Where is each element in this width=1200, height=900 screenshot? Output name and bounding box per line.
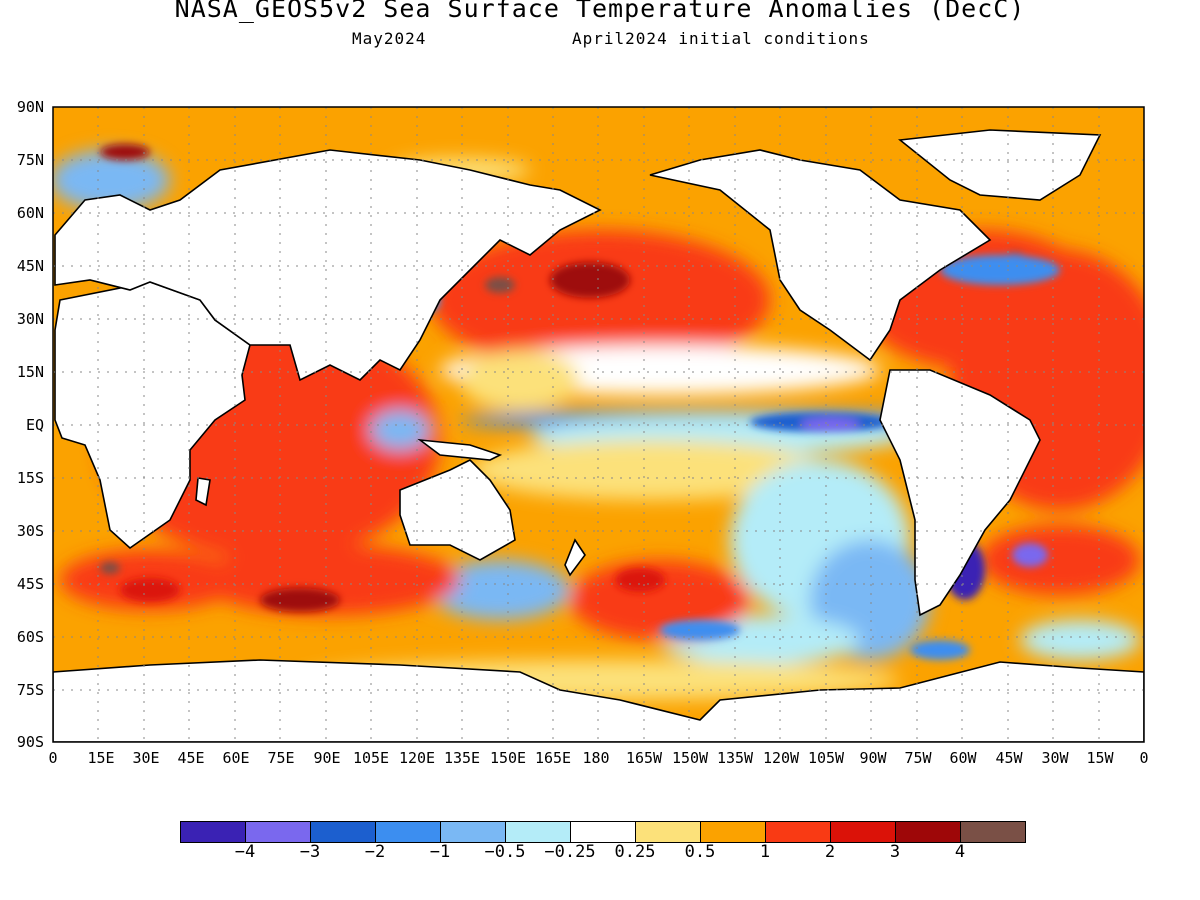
lon-label-0: 0	[48, 749, 58, 767]
colorbar-label: −2	[364, 842, 386, 862]
colorbar-label: −1	[429, 842, 451, 862]
lat-label-60s: 60S	[16, 628, 44, 646]
lon-label-180: 180	[582, 749, 610, 767]
plot-frame	[52, 106, 1145, 743]
forecast-month: May2024	[352, 29, 427, 48]
lon-label-150w: 150W	[671, 749, 709, 767]
lon-label-135w: 135W	[716, 749, 754, 767]
greenland	[897, 129, 1102, 201]
lon-label-105w: 105W	[807, 749, 845, 767]
initial-conditions-label: April2024 initial conditions	[572, 29, 870, 48]
colorbar-swatch	[700, 821, 766, 843]
lon-label-105e: 105E	[352, 749, 390, 767]
lon-label-15e: 15E	[87, 749, 115, 767]
colorbar-swatch	[310, 821, 376, 843]
lon-label-150e: 150E	[489, 749, 527, 767]
lon-label-60w: 60W	[949, 749, 977, 767]
colorbar-swatch	[440, 821, 506, 843]
lon-label-45w: 45W	[995, 749, 1023, 767]
colorbar-label: −4	[234, 842, 256, 862]
anomaly-broad-field	[53, 150, 1144, 700]
colorbar-label: −0.25	[544, 842, 596, 862]
colorbar-label: 2	[824, 842, 836, 862]
colorbar-label: 0.25	[614, 842, 656, 862]
lon-label-120e: 120E	[398, 749, 436, 767]
lon-label-15w: 15W	[1086, 749, 1114, 767]
south-america	[879, 369, 1041, 617]
lon-label-75e: 75E	[267, 749, 295, 767]
lat-label-15s: 15S	[16, 469, 44, 487]
lat-label-45s: 45S	[16, 575, 44, 593]
lat-label-75n: 75N	[16, 151, 44, 169]
colorbar-swatch	[570, 821, 636, 843]
lat-label-30n: 30N	[16, 310, 44, 328]
colorbar-swatch	[765, 821, 831, 843]
lon-label-45e: 45E	[177, 749, 205, 767]
colorbar-swatch	[895, 821, 961, 843]
colorbar-swatch	[375, 821, 441, 843]
colorbar-swatch	[635, 821, 701, 843]
colorbar-swatch	[180, 821, 246, 843]
lat-label-eq: EQ	[25, 416, 44, 434]
lon-label-135e: 135E	[443, 749, 481, 767]
lon-label-30w: 30W	[1041, 749, 1069, 767]
lon-label-165e: 165E	[534, 749, 572, 767]
new-zealand	[564, 538, 586, 577]
colorbar-swatch	[830, 821, 896, 843]
colorbar-swatch	[960, 821, 1026, 843]
north-america	[649, 149, 992, 362]
lon-label-165w: 165W	[625, 749, 663, 767]
lon-label-75w: 75W	[904, 749, 932, 767]
lat-label-15n: 15N	[16, 363, 44, 381]
graticule	[53, 107, 1144, 742]
eurasia	[54, 149, 602, 382]
colorbar-label: −3	[299, 842, 321, 862]
map-title: NASA_GEOS5v2 Sea Surface Temperature Ano…	[174, 0, 1026, 23]
lat-label-75s: 75S	[16, 681, 44, 699]
colorbar-label: 4	[954, 842, 966, 862]
lon-label-90w: 90W	[859, 749, 887, 767]
indonesia	[417, 438, 503, 461]
australia	[399, 459, 516, 561]
lat-label-45n: 45N	[16, 257, 44, 275]
lon-label-120w: 120W	[762, 749, 800, 767]
lon-label-90e: 90E	[313, 749, 341, 767]
lon-label-30e: 30E	[132, 749, 160, 767]
lat-label-60n: 60N	[16, 204, 44, 222]
lat-label-90s: 90S	[16, 733, 44, 751]
lat-label-90n: 90N	[16, 98, 44, 116]
colorbar-label: 3	[889, 842, 901, 862]
lon-label-60e: 60E	[222, 749, 250, 767]
madagascar	[195, 477, 211, 507]
colorbar-swatch	[245, 821, 311, 843]
colorbar-label: 1	[759, 842, 771, 862]
colorbar-label: 0.5	[684, 842, 716, 862]
colorbar-swatch	[505, 821, 571, 843]
lon-label-0-east: 0	[1139, 749, 1149, 767]
lat-label-30s: 30S	[16, 522, 44, 540]
colorbar-label: −0.5	[484, 842, 526, 862]
continents	[53, 129, 1144, 742]
